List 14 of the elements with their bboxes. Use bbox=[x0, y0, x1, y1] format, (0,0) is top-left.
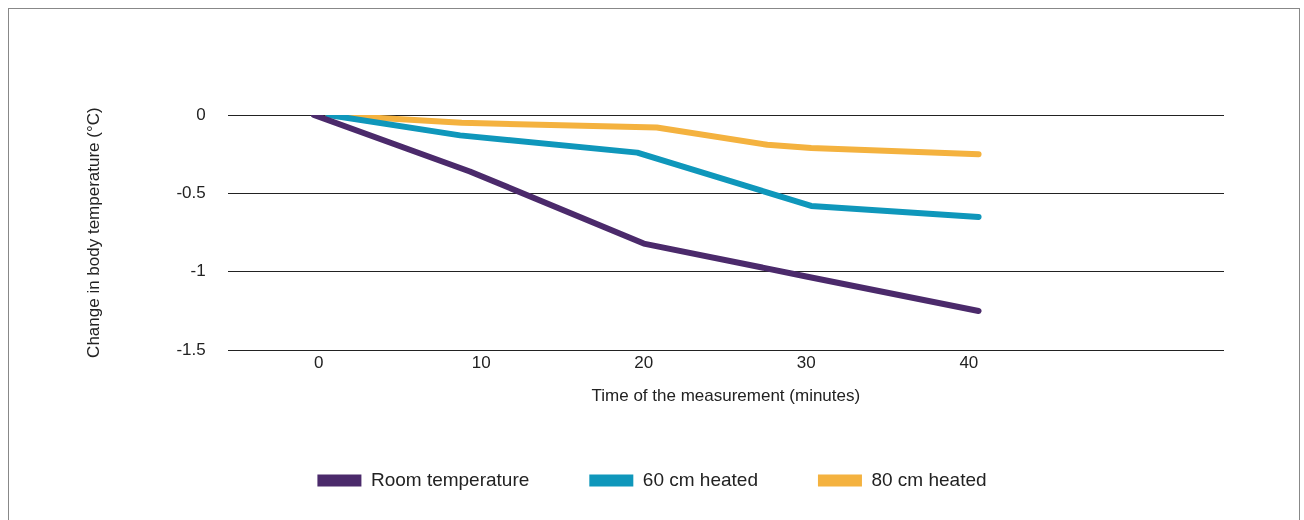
y-tick-label: 0 bbox=[196, 104, 206, 124]
x-tick-label: 20 bbox=[634, 353, 654, 373]
legend-label: Room temperature bbox=[370, 468, 530, 490]
y-axis-title: Change in body temperature (°C) bbox=[83, 107, 103, 358]
legend-label: 60 cm heated bbox=[642, 468, 758, 490]
x-tick-label: 30 bbox=[796, 353, 816, 373]
y-tick-label: -0.5 bbox=[176, 183, 206, 203]
x-axis-title: Time of the measurement (minutes) bbox=[591, 386, 861, 406]
y-tick-label: -1 bbox=[190, 261, 206, 281]
x-tick-label: 0 bbox=[313, 353, 324, 373]
x-tick-label: 40 bbox=[959, 353, 979, 373]
y-tick-label: -1.5 bbox=[176, 339, 206, 359]
legend-label: 80 cm heated bbox=[871, 468, 987, 490]
x-tick-label: 10 bbox=[471, 353, 491, 373]
